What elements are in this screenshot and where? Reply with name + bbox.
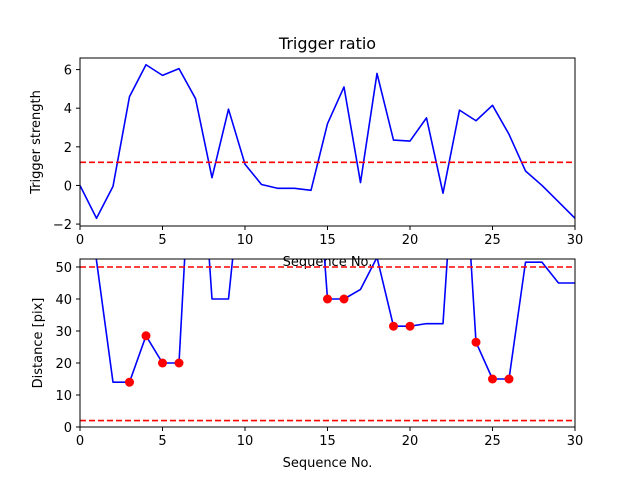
x-tick-label: 10: [237, 434, 254, 449]
axes-frame: [79, 57, 576, 227]
data-point: [471, 337, 481, 347]
tick-group: 0 5 10 15 20 25 30 0 10 20 30 40 50: [55, 261, 583, 449]
x-tick-label: 0: [76, 434, 84, 449]
plot-area: [80, 259, 575, 422]
distance-panel: 0 5 10 15 20 25 30 0 10 20 30 40 50 Distance [pix] S…: [31, 258, 583, 471]
data-point: [125, 377, 134, 387]
trigger-ratio-panel: Trigger ratio Trigger strength Sequence …: [29, 34, 583, 270]
plot-area: [80, 63, 575, 220]
data-point: [389, 321, 398, 331]
x-tick-label: 25: [484, 233, 501, 248]
y-tick-label: −2: [53, 218, 72, 233]
y-tick-label: 4: [64, 102, 72, 117]
x-tick-label: 0: [76, 233, 84, 248]
x-tick-label: 25: [484, 434, 501, 449]
y-axis-label: Distance [pix]: [31, 298, 46, 389]
y-tick-label: 40: [55, 293, 72, 308]
tick-group: 0 5 10 15 20 25 30 −2 0 2 4 6: [53, 64, 583, 248]
x-tick-label: 5: [158, 233, 166, 248]
data-point: [339, 294, 349, 304]
x-tick-label: 20: [402, 233, 419, 248]
chart-title: Trigger ratio: [278, 34, 376, 53]
series-line: [80, 63, 575, 220]
y-tick-label: 20: [55, 357, 72, 372]
axes-frame: [79, 258, 576, 428]
y-tick-label: 6: [64, 64, 72, 79]
y-tick-label: 30: [55, 325, 72, 340]
y-tick-label: 10: [55, 389, 72, 404]
data-point: [488, 374, 497, 384]
data-point: [323, 294, 332, 304]
y-axis-label: Trigger strength: [29, 90, 44, 195]
x-tick-label: 20: [402, 434, 419, 449]
x-tick-label: 30: [567, 434, 584, 449]
y-tick-label: 0: [64, 179, 72, 194]
data-point: [174, 358, 184, 368]
data-point: [158, 358, 167, 368]
y-tick-label: 50: [55, 261, 72, 276]
x-tick-label: 5: [158, 434, 166, 449]
data-point: [405, 321, 415, 331]
y-tick-label: 2: [64, 141, 72, 156]
x-axis-label: Sequence No.: [283, 456, 373, 471]
x-tick-label: 15: [319, 434, 336, 449]
x-tick-label: 15: [319, 233, 336, 248]
data-point: [504, 374, 514, 384]
x-tick-label: 10: [237, 233, 254, 248]
y-tick-label: 0: [64, 421, 72, 436]
x-tick-label: 30: [567, 233, 584, 248]
data-point: [141, 331, 151, 341]
